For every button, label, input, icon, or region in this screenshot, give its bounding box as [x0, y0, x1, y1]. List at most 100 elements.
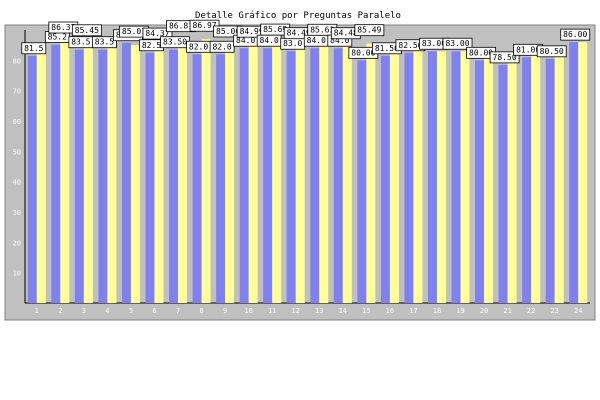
- x-tick-label: 10: [244, 307, 252, 315]
- data-label: 85.63: [310, 25, 334, 34]
- data-label: 82.0: [189, 42, 208, 51]
- bar-series2: [178, 39, 188, 304]
- data-label-box: [91, 36, 117, 49]
- bar-series2: [507, 54, 517, 304]
- data-label: 83.5: [95, 38, 114, 47]
- bar-series2: [342, 46, 352, 304]
- data-label: 81.5: [24, 44, 43, 53]
- bar-series1: [310, 48, 320, 304]
- bar-series2: [107, 45, 117, 304]
- data-label: 83.0: [283, 39, 302, 48]
- bar-series1: [498, 64, 508, 303]
- bar-series1: [427, 51, 437, 303]
- bar-series1: [239, 48, 249, 304]
- data-label: 84.99: [240, 27, 264, 36]
- x-tick-label: 24: [574, 307, 582, 315]
- data-label: 84.0: [307, 36, 326, 45]
- bar-series2: [272, 43, 282, 303]
- x-tick-label: 8: [199, 307, 203, 315]
- x-tick-label: 14: [339, 307, 347, 315]
- bar-series1: [169, 49, 179, 303]
- x-tick-label: 6: [152, 307, 156, 315]
- y-tick-label: 70: [13, 88, 21, 96]
- data-label: 85.49: [357, 26, 381, 35]
- data-label: 80.00: [469, 48, 493, 57]
- data-label: 80.50: [540, 47, 564, 56]
- data-label-box: [536, 45, 567, 58]
- data-label: 85.2: [48, 33, 67, 42]
- y-tick-label: 60: [13, 118, 21, 126]
- bar-series1: [192, 54, 202, 304]
- bar-series1: [475, 60, 485, 304]
- data-label: 86.00: [563, 30, 587, 39]
- data-label: 80.00: [351, 48, 375, 57]
- x-tick-label: 18: [433, 307, 441, 315]
- bar-series1: [380, 55, 390, 304]
- bar-series2: [83, 43, 93, 303]
- data-label: 84.37: [145, 29, 169, 38]
- x-tick-label: 23: [550, 307, 558, 315]
- bar-series1: [404, 52, 414, 303]
- data-label: 85.69: [263, 25, 287, 34]
- data-label: 85.45: [75, 26, 99, 35]
- data-label: 86.81: [169, 22, 193, 31]
- x-tick-label: 2: [58, 307, 62, 315]
- bar-series1: [569, 42, 579, 304]
- data-label-box: [209, 40, 235, 53]
- bar-series2: [36, 51, 46, 303]
- data-label: 83.00: [422, 39, 446, 48]
- bar-series2: [60, 41, 70, 304]
- data-label-box: [21, 42, 47, 55]
- data-label: 83.5: [71, 38, 90, 47]
- bar-series1: [51, 44, 61, 304]
- y-tick-label: 20: [13, 239, 21, 247]
- bar-series2: [436, 51, 446, 303]
- data-label: 84.48: [334, 29, 358, 38]
- bar-series2: [366, 43, 376, 304]
- bar-series1: [74, 49, 84, 303]
- data-label-box: [560, 28, 591, 41]
- bar-series2: [554, 54, 564, 304]
- bar-series2: [578, 42, 588, 304]
- x-tick-label: 13: [315, 307, 323, 315]
- chart-title: Detalle Gráfico por Preguntas Paralelo: [195, 11, 401, 21]
- x-tick-label: 12: [292, 307, 300, 315]
- data-label: 85.01: [122, 27, 146, 36]
- bar-series1: [545, 58, 555, 303]
- y-tick-label: 50: [13, 148, 21, 156]
- y-tick-label: 10: [13, 270, 21, 278]
- data-label: 82.50: [398, 41, 422, 50]
- data-label: 81.00: [516, 45, 540, 54]
- data-label: 86.97: [193, 21, 217, 30]
- x-tick-label: 7: [176, 307, 180, 315]
- y-tick-label: 40: [13, 179, 21, 187]
- bar-series2: [484, 54, 494, 304]
- x-tick-label: 21: [503, 307, 511, 315]
- bar-series1: [145, 52, 155, 303]
- x-tick-label: 16: [386, 307, 394, 315]
- bar-series1: [98, 49, 108, 303]
- data-label: 84.0: [330, 36, 349, 45]
- bar-series1: [263, 48, 273, 304]
- bar-series1: [333, 48, 343, 304]
- x-tick-label: 4: [105, 307, 109, 315]
- data-label: 86.37: [51, 23, 75, 32]
- data-label: 81.50: [375, 44, 399, 53]
- data-label: 84.0: [236, 36, 255, 45]
- data-label-box: [71, 24, 102, 37]
- x-tick-label: 9: [223, 307, 227, 315]
- data-label: 82.0: [212, 42, 231, 51]
- bar-series2: [460, 51, 470, 303]
- bar-series1: [27, 55, 37, 304]
- bar-series2: [389, 48, 399, 304]
- bar-series2: [130, 45, 140, 304]
- x-tick-label: 17: [409, 307, 417, 315]
- bar-series1: [451, 51, 461, 303]
- x-tick-label: 20: [480, 307, 488, 315]
- bar-series1: [216, 54, 226, 304]
- data-label-box: [354, 24, 385, 37]
- bar-series1: [286, 51, 296, 303]
- data-label-box: [442, 37, 473, 50]
- x-tick-label: 19: [456, 307, 464, 315]
